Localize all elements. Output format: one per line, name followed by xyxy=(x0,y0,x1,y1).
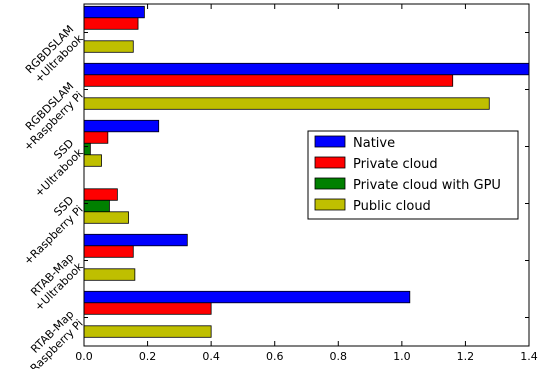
bar-private-cloud-0 xyxy=(83,17,139,30)
bars-group xyxy=(83,5,530,338)
x-tick-label: 1.4 xyxy=(520,350,538,363)
bar-public-cloud-4 xyxy=(83,268,136,281)
bar-native-1 xyxy=(83,62,530,76)
bar-public-cloud-1 xyxy=(83,97,490,110)
x-tick-label: 0.0 xyxy=(75,350,93,363)
bar-private-cloud-2 xyxy=(83,131,109,144)
x-tick-label: 0.2 xyxy=(139,350,157,363)
bar-private-cloud-5 xyxy=(83,302,212,315)
x-tick-label: 1.0 xyxy=(393,350,411,363)
legend-label: Native xyxy=(353,136,395,151)
bar-native-0 xyxy=(83,5,145,19)
x-tick-label: 0.4 xyxy=(202,350,220,363)
bar-private-cloud-1 xyxy=(83,74,454,87)
plot-area-frame xyxy=(83,3,530,347)
legend-label: Public cloud xyxy=(353,199,431,214)
legend-swatch xyxy=(314,177,346,190)
bar-private-cloud-with-gpu-2 xyxy=(83,142,91,156)
bar-private-cloud-3 xyxy=(83,188,118,201)
bar-public-cloud-2 xyxy=(83,154,102,167)
legend-label: Private cloud with GPU xyxy=(353,178,501,193)
bar-native-2 xyxy=(83,119,160,133)
bar-native-4 xyxy=(83,233,188,247)
x-axis: 0.0 0.2 0.4 0.6 0.8 1.0 1.2 1.4 xyxy=(75,4,538,363)
legend-swatch xyxy=(314,198,346,211)
x-tick-label: 1.2 xyxy=(457,350,475,363)
bar-public-cloud-3 xyxy=(83,211,129,224)
legend: Native Private cloud Private cloud with GP… xyxy=(307,130,519,220)
x-tick-label: 0.8 xyxy=(330,350,348,363)
bar-public-cloud-5 xyxy=(83,325,212,338)
bar-private-cloud-with-gpu-3 xyxy=(83,199,110,213)
bar-native-5 xyxy=(83,290,411,304)
category-label: SSD+Raspberry Pi xyxy=(12,194,86,268)
legend-swatch xyxy=(314,135,346,148)
category-label: RGBDSLAM+Ultrabook xyxy=(23,22,86,85)
category-label: RGBDSLAM+Raspberry Pi xyxy=(12,80,86,154)
bar-private-cloud-4 xyxy=(83,245,134,258)
bar-public-cloud-0 xyxy=(83,40,134,53)
legend-label: Private cloud xyxy=(353,157,438,172)
legend-swatch xyxy=(314,156,346,169)
x-tick-label: 0.6 xyxy=(266,350,284,363)
